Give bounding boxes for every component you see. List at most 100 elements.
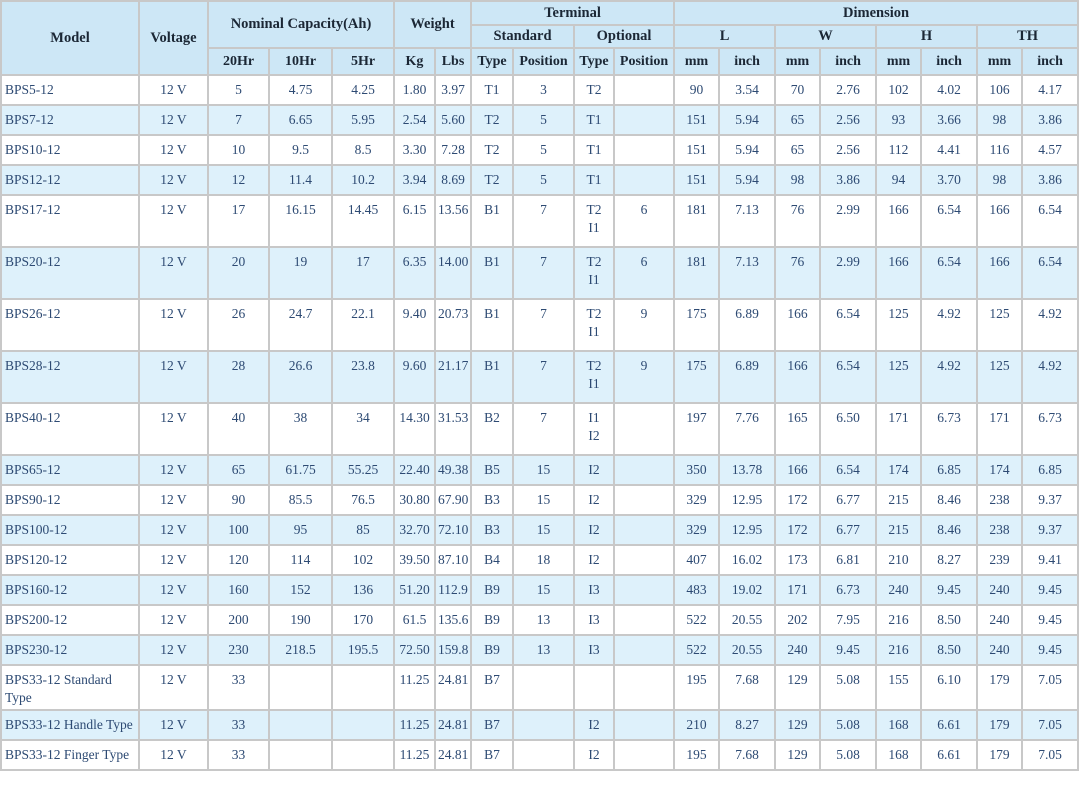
cell-th-inch: 6.73 <box>1021 402 1079 456</box>
cell-opt-type: T1 <box>573 134 615 166</box>
cell-w-inch: 6.54 <box>819 350 878 404</box>
cell-lbs: 8.69 <box>434 164 472 196</box>
subgroup-header-dimension-l: L <box>673 24 777 49</box>
cell-model: BPS120-12 <box>0 544 140 576</box>
cell-l-inch: 5.94 <box>718 164 777 196</box>
cell-h-inch: 3.66 <box>920 104 979 136</box>
cell-opt-position: 6 <box>612 194 676 248</box>
col-header-h-mm: mm <box>875 47 923 76</box>
cell-cap-20hr: 160 <box>207 574 270 606</box>
cell-std-type: B7 <box>470 709 514 742</box>
cell-l-inch: 6.89 <box>718 350 777 404</box>
cell-l-inch: 12.95 <box>718 484 777 516</box>
cell-l-mm: 175 <box>673 298 721 352</box>
table-body: BPS5-12 12 V 5 4.75 4.25 1.80 3.97 T1 3 T2 90 3.54 7… <box>0 74 1079 772</box>
cell-voltage: 12 V <box>138 454 209 486</box>
cell-h-inch: 8.50 <box>920 604 979 636</box>
cell-th-inch: 7.05 <box>1021 663 1079 712</box>
cell-l-inch: 20.55 <box>718 604 777 636</box>
cell-kg: 6.15 <box>393 194 436 248</box>
cell-h-inch: 4.41 <box>920 134 979 166</box>
cell-std-position: 15 <box>512 514 575 546</box>
cell-h-mm: 166 <box>875 246 923 300</box>
cell-std-position: 13 <box>512 634 575 666</box>
cell-h-mm: 102 <box>875 74 923 106</box>
cell-l-inch: 13.78 <box>718 454 777 486</box>
table-row: BPS10-12 12 V 10 9.5 8.5 3.30 7.28 T2 5 T1 151 5.94… <box>0 134 1079 166</box>
cell-kg: 2.54 <box>393 104 436 136</box>
cell-l-mm: 210 <box>673 709 721 742</box>
cell-std-position: 7 <box>512 402 575 456</box>
cell-cap-5hr <box>331 709 395 742</box>
cell-w-mm: 202 <box>774 604 822 636</box>
cell-cap-20hr: 10 <box>207 134 270 166</box>
col-header-voltage: Voltage <box>138 0 209 76</box>
cell-cap-10hr: 114 <box>268 544 333 576</box>
cell-w-mm: 65 <box>774 104 822 136</box>
cell-th-inch: 9.45 <box>1021 574 1079 606</box>
cell-cap-20hr: 33 <box>207 709 270 742</box>
cell-th-inch: 7.05 <box>1021 709 1079 742</box>
cell-model: BPS65-12 <box>0 454 140 486</box>
cell-l-inch: 12.95 <box>718 514 777 546</box>
cell-th-mm: 240 <box>976 604 1024 636</box>
cell-opt-position <box>612 709 676 742</box>
cell-h-inch: 4.92 <box>920 298 979 352</box>
cell-l-inch: 7.13 <box>718 194 777 248</box>
cell-opt-position <box>612 739 676 772</box>
cell-model: BPS33-12 Finger Type <box>0 739 140 772</box>
cell-std-position: 3 <box>512 74 575 106</box>
cell-w-mm: 65 <box>774 134 822 166</box>
cell-opt-position <box>612 634 676 666</box>
cell-opt-position <box>612 164 676 196</box>
cell-l-mm: 197 <box>673 402 721 456</box>
cell-cap-20hr: 26 <box>207 298 270 352</box>
cell-model: BPS160-12 <box>0 574 140 606</box>
cell-l-inch: 7.68 <box>718 663 777 712</box>
cell-h-mm: 93 <box>875 104 923 136</box>
cell-th-mm: 98 <box>976 164 1024 196</box>
subgroup-header-dimension-h: H <box>875 24 979 49</box>
cell-w-mm: 98 <box>774 164 822 196</box>
cell-std-type: T2 <box>470 134 514 166</box>
cell-cap-20hr: 12 <box>207 164 270 196</box>
cell-l-mm: 350 <box>673 454 721 486</box>
cell-std-position: 7 <box>512 194 575 248</box>
cell-w-mm: 165 <box>774 402 822 456</box>
cell-cap-5hr: 22.1 <box>331 298 395 352</box>
cell-w-inch: 5.08 <box>819 709 878 742</box>
cell-cap-20hr: 120 <box>207 544 270 576</box>
cell-std-type: B1 <box>470 194 514 248</box>
cell-h-inch: 6.54 <box>920 246 979 300</box>
cell-w-inch: 6.77 <box>819 484 878 516</box>
cell-opt-type: I2 <box>573 484 615 516</box>
cell-opt-type: T2 I1 <box>573 194 615 248</box>
cell-kg: 11.25 <box>393 739 436 772</box>
table-row: BPS33-12 Handle Type 12 V 33 11.25 24.81 B7 I2… <box>0 709 1079 742</box>
cell-cap-10hr: 152 <box>268 574 333 606</box>
cell-cap-10hr: 61.75 <box>268 454 333 486</box>
cell-lbs: 49.38 <box>434 454 472 486</box>
cell-lbs: 135.6 <box>434 604 472 636</box>
cell-std-type: B1 <box>470 298 514 352</box>
cell-h-inch: 8.46 <box>920 514 979 546</box>
cell-std-type: T1 <box>470 74 514 106</box>
cell-std-type: B1 <box>470 350 514 404</box>
cell-opt-position <box>612 484 676 516</box>
cell-cap-5hr: 55.25 <box>331 454 395 486</box>
cell-cap-10hr: 38 <box>268 402 333 456</box>
cell-th-inch: 9.45 <box>1021 604 1079 636</box>
table-row: BPS120-12 12 V 120 114 102 39.50 87.10 B4 18 I2 40… <box>0 544 1079 576</box>
cell-th-mm: 239 <box>976 544 1024 576</box>
cell-w-mm: 166 <box>774 454 822 486</box>
cell-w-inch: 5.08 <box>819 663 878 712</box>
cell-l-inch: 16.02 <box>718 544 777 576</box>
cell-h-inch: 4.92 <box>920 350 979 404</box>
cell-voltage: 12 V <box>138 104 209 136</box>
cell-h-inch: 4.02 <box>920 74 979 106</box>
cell-std-position <box>512 739 575 772</box>
subgroup-header-dimension-th: TH <box>976 24 1079 49</box>
cell-l-inch: 20.55 <box>718 634 777 666</box>
cell-l-mm: 483 <box>673 574 721 606</box>
cell-lbs: 24.81 <box>434 739 472 772</box>
